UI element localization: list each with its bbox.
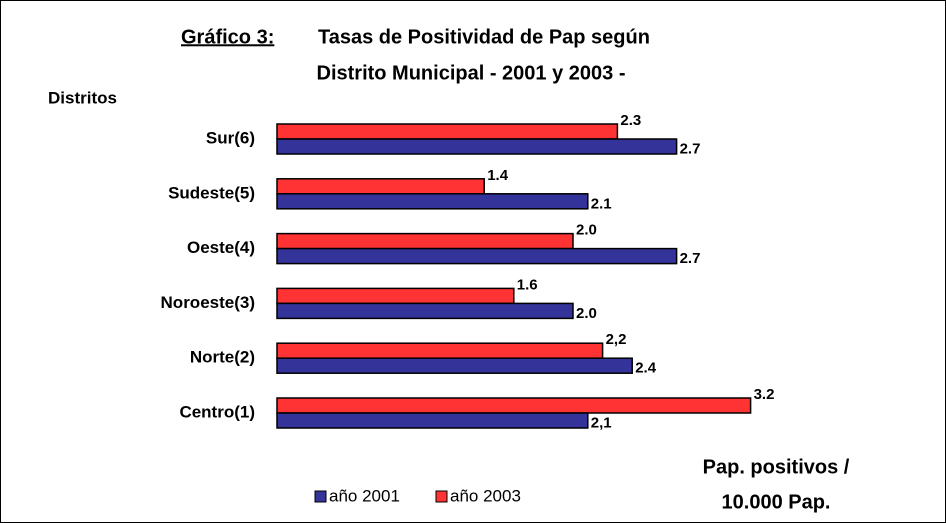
legend-swatch [435, 490, 448, 503]
data-label: 3.2 [754, 386, 775, 403]
y-tick-label: Norte(2) [190, 348, 255, 367]
y-tick-label: Centro(1) [179, 402, 255, 421]
bar [276, 178, 485, 195]
y-axis-label: Distritos [48, 88, 117, 107]
data-label: 1.4 [487, 167, 509, 184]
y-tick-label: Oeste(4) [187, 238, 255, 257]
bar [276, 342, 604, 359]
bar [276, 302, 574, 320]
bar [276, 193, 589, 210]
bar [276, 138, 678, 155]
y-tick-label: Noroeste(3) [161, 293, 255, 312]
data-label: 2.0 [576, 305, 597, 322]
legend-label: año 2001 [329, 486, 400, 505]
bar [276, 357, 633, 374]
bar [276, 123, 619, 140]
bar [276, 287, 515, 305]
data-label: 2,1 [591, 414, 612, 431]
bar [276, 412, 589, 429]
data-label: 2.7 [680, 140, 701, 157]
bar [276, 397, 752, 414]
data-label: 2.1 [591, 195, 612, 212]
chart-title-label: Gráfico 3: [181, 26, 274, 48]
data-label: 2.7 [680, 250, 701, 267]
chart-subtitle: Distrito Municipal - 2001 y 2003 - [317, 62, 626, 84]
legend-label: año 2003 [450, 486, 521, 505]
bar [276, 247, 678, 265]
data-label: 2.4 [635, 360, 657, 377]
y-tick-label: Sur(6) [206, 128, 255, 147]
chart-title: Tasas de Positividad de Pap según [318, 26, 650, 48]
data-label: 1.6 [517, 276, 538, 293]
x-axis-label: Pap. positivos / [703, 456, 850, 478]
bar [276, 232, 574, 250]
y-tick-label: Sudeste(5) [168, 183, 255, 202]
data-label: 2.0 [576, 222, 597, 239]
x-axis-label: 10.000 Pap. [722, 491, 831, 513]
data-label: 2,2 [606, 331, 627, 348]
data-label: 2.3 [620, 112, 641, 129]
legend-swatch [314, 490, 327, 503]
